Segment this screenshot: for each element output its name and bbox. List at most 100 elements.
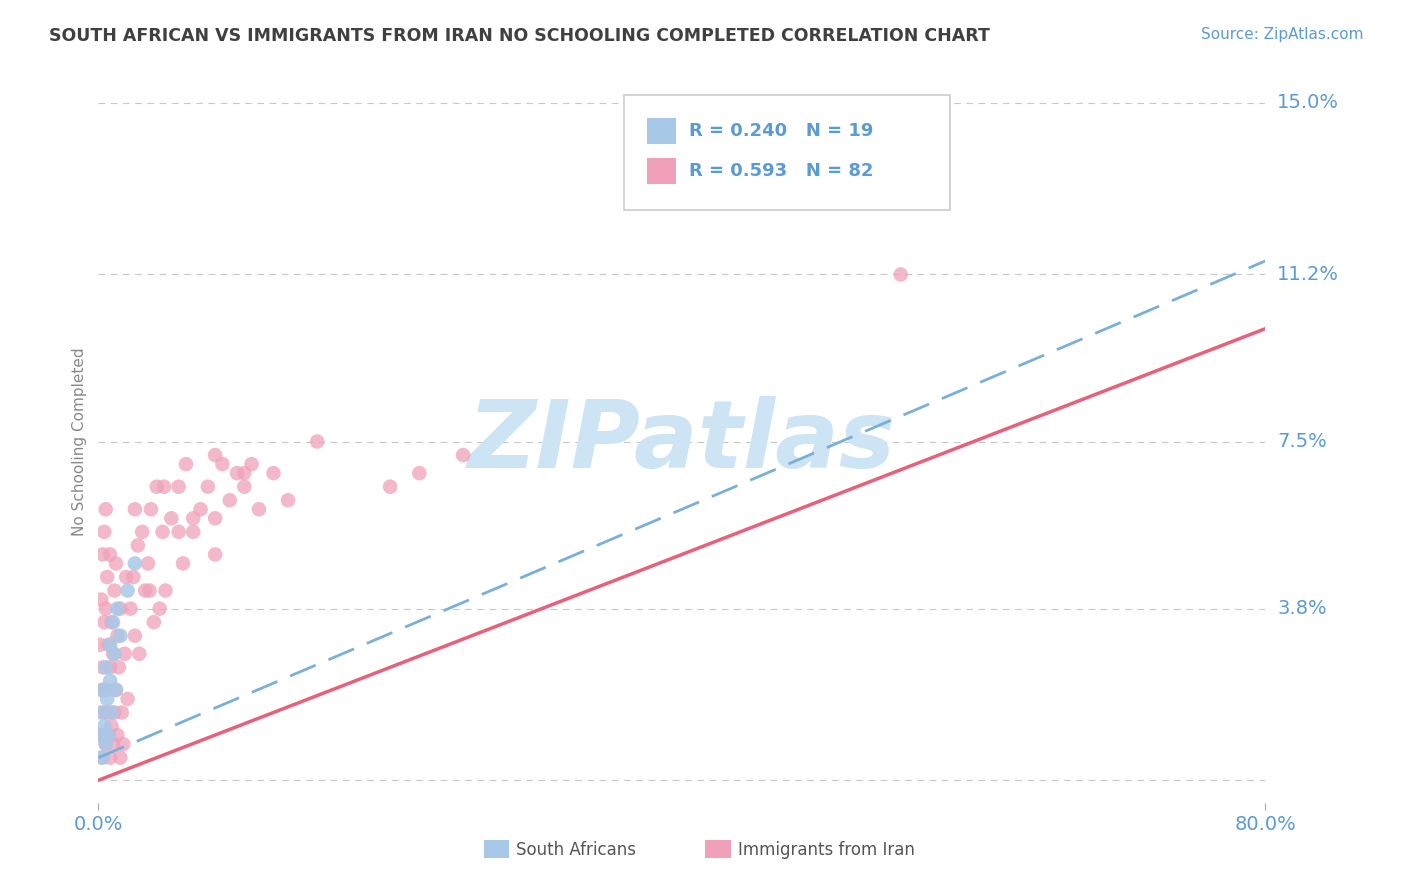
Point [111,706,134,720]
Point [160,511,183,525]
FancyBboxPatch shape [706,840,731,858]
Point [142,615,165,630]
Point [91,750,114,764]
Point [112,737,135,751]
Point [108,660,131,674]
Point [90,706,112,720]
Point [105,629,128,643]
Point [134,583,156,598]
Point [233,466,256,480]
Point [890,268,912,282]
Point [94,502,117,516]
Point [204,548,226,562]
Point [97,638,120,652]
Point [98,750,121,764]
Point [120,601,142,615]
Point [110,629,132,643]
Text: 15.0%: 15.0% [1277,94,1339,112]
Point [105,728,128,742]
Text: 3.8%: 3.8% [1277,599,1327,618]
Point [100,719,122,733]
Point [114,647,136,661]
Point [128,647,150,661]
Point [101,615,124,630]
Point [204,511,226,525]
Point [105,601,128,615]
Point [211,457,233,471]
Point [408,466,430,480]
Point [181,524,204,539]
Point [190,502,212,516]
Point [103,706,125,720]
Point [127,538,149,552]
Point [100,615,122,630]
Point [91,728,114,742]
Point [117,692,139,706]
Point [91,660,114,674]
FancyBboxPatch shape [484,840,509,858]
Point [104,682,127,697]
Point [155,583,177,598]
Point [117,583,139,598]
Text: SOUTH AFRICAN VS IMMIGRANTS FROM IRAN NO SCHOOLING COMPLETED CORRELATION CHART: SOUTH AFRICAN VS IMMIGRANTS FROM IRAN NO… [49,27,990,45]
Point [94,737,117,751]
Point [122,570,145,584]
Point [101,647,124,661]
Point [131,524,153,539]
Y-axis label: No Schooling Completed: No Schooling Completed [72,347,87,536]
Point [94,682,117,697]
Point [96,692,118,706]
Point [104,682,127,697]
Point [262,466,284,480]
Point [152,524,174,539]
Point [181,511,204,525]
Point [96,706,118,720]
Text: ZIPatlas: ZIPatlas [468,395,896,488]
Point [101,737,124,751]
Text: R = 0.593   N = 82: R = 0.593 N = 82 [689,161,873,179]
Point [103,583,125,598]
Point [98,673,121,688]
Text: Immigrants from Iran: Immigrants from Iran [738,841,915,859]
Point [93,524,115,539]
Point [138,583,160,598]
Point [380,480,402,494]
Text: 7.5%: 7.5% [1277,432,1327,451]
Point [146,480,169,494]
Text: 11.2%: 11.2% [1277,265,1339,284]
Point [97,728,120,742]
Point [451,448,474,462]
Point [233,480,256,494]
Point [94,601,117,615]
Point [124,557,146,571]
Point [89,638,111,652]
Point [136,557,159,571]
Point [153,480,176,494]
Point [93,706,115,720]
Point [98,638,121,652]
Point [174,457,197,471]
Point [89,728,111,742]
Point [149,601,172,615]
Point [218,493,240,508]
FancyBboxPatch shape [647,118,676,144]
Point [307,434,329,449]
Point [167,480,190,494]
Text: South Africans: South Africans [516,841,636,859]
Point [139,502,162,516]
Point [90,750,112,764]
Text: Source: ZipAtlas.com: Source: ZipAtlas.com [1201,27,1364,42]
Point [115,570,138,584]
Point [90,592,112,607]
Point [97,728,120,742]
FancyBboxPatch shape [647,158,676,184]
Point [110,750,132,764]
Point [100,706,122,720]
Point [98,660,121,674]
Point [96,570,118,584]
Point [103,647,125,661]
Point [204,448,226,462]
Point [89,728,111,742]
Point [93,615,115,630]
Point [104,557,127,571]
